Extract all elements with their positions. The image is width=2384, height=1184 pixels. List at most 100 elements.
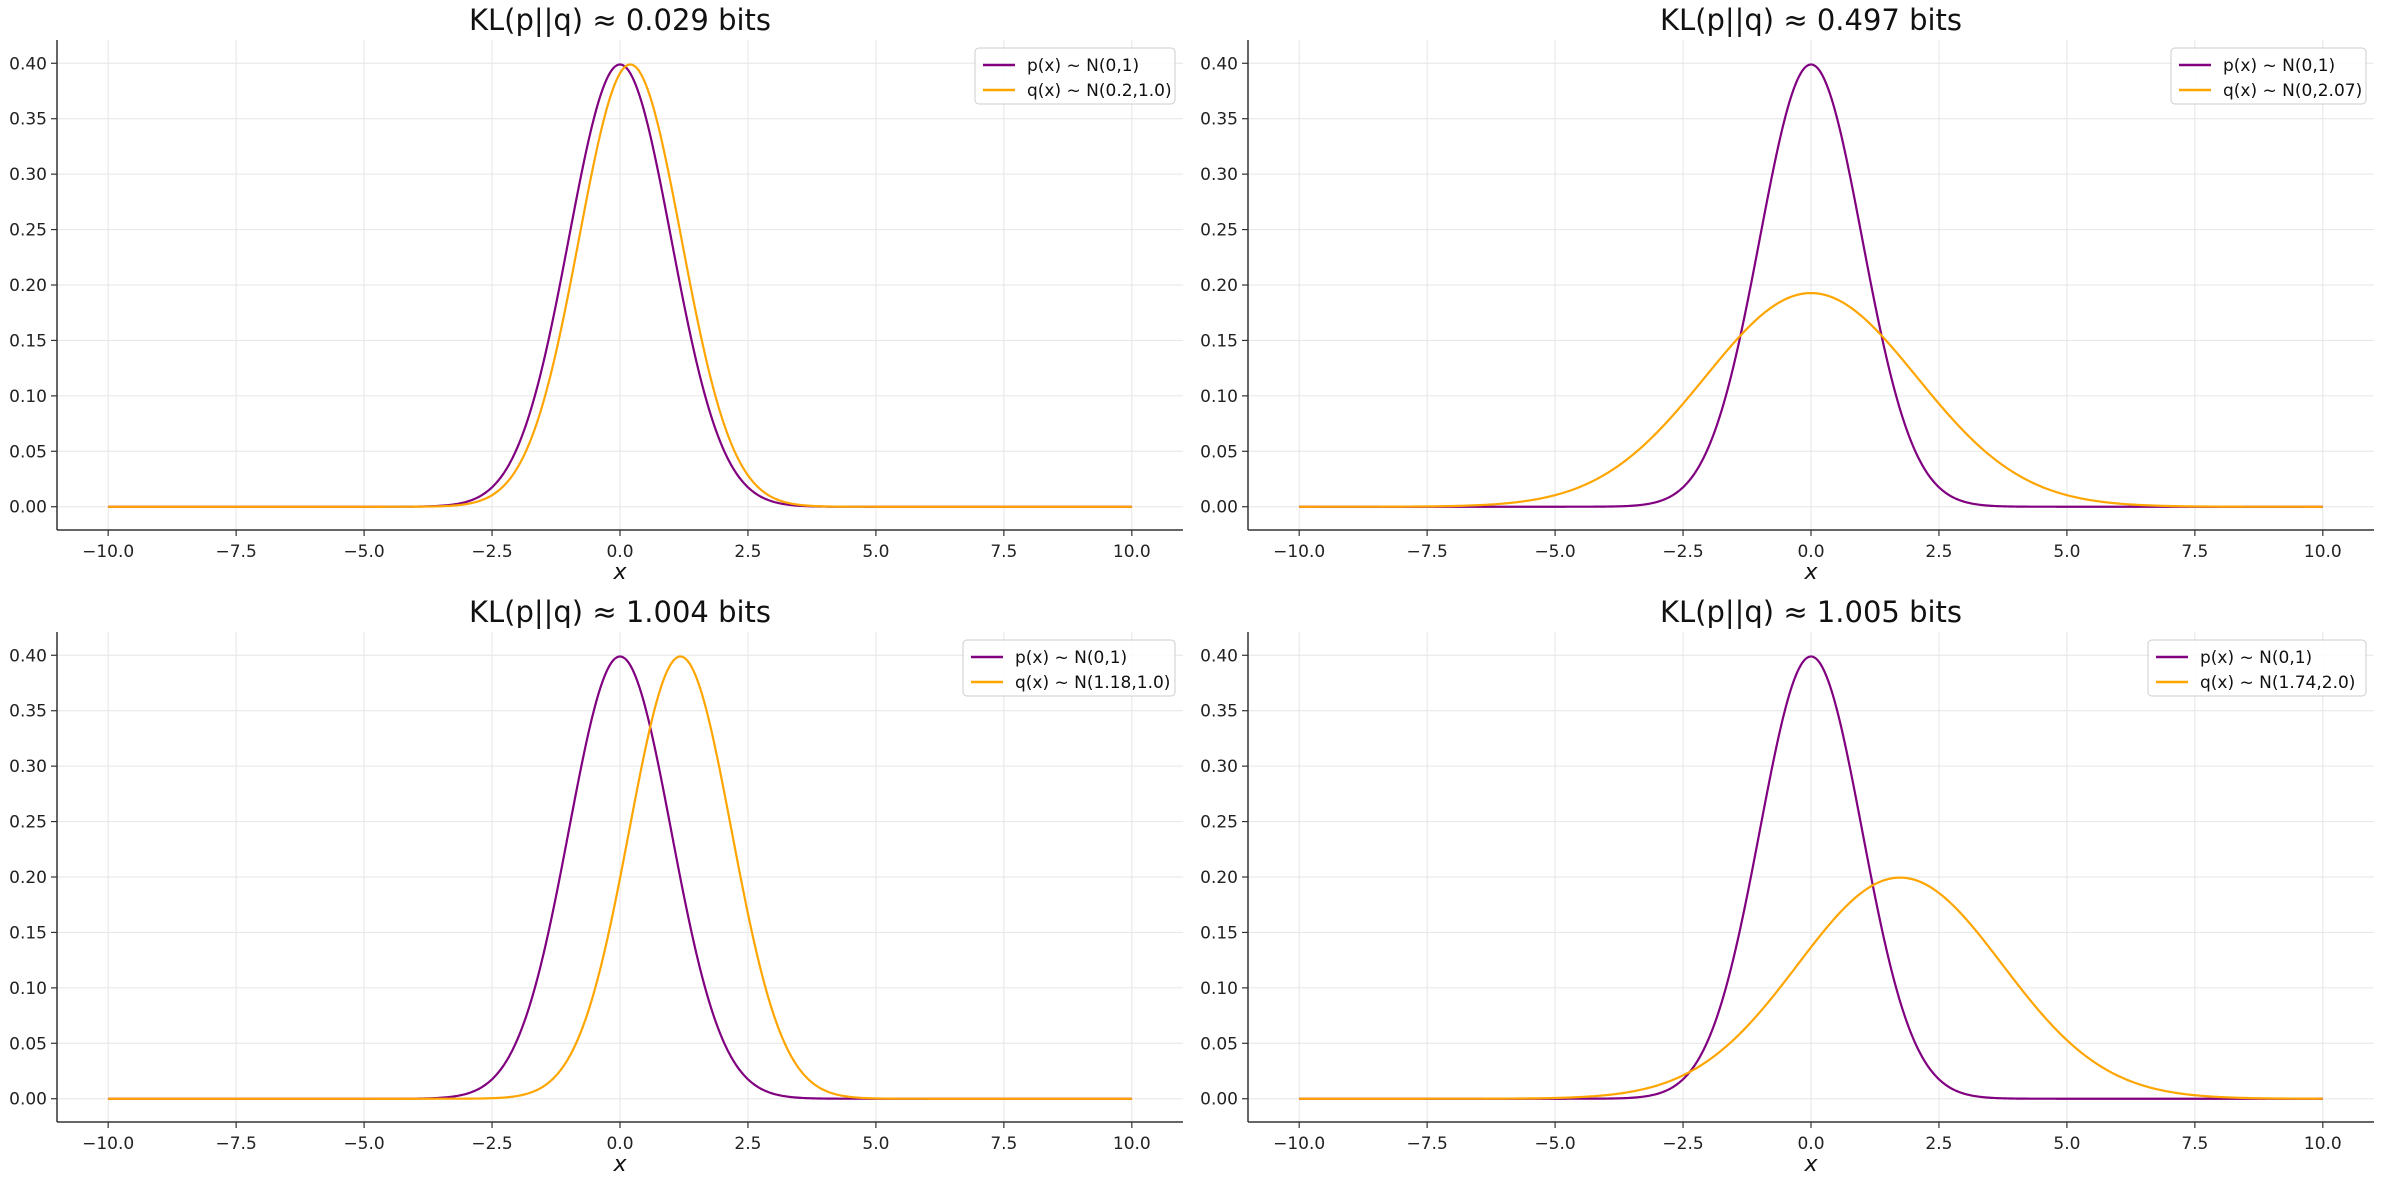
legend-entry: p(x) ~ N(0,1) [2200, 648, 2312, 668]
series-line-q [108, 63, 1132, 508]
y-tick-label: 0.40 [9, 54, 47, 74]
legend-box [962, 639, 1176, 697]
x-tick-label: 5.0 [862, 542, 889, 562]
x-tick-label: 5.0 [2053, 542, 2080, 562]
y-tick-label: 0.40 [9, 646, 47, 666]
panel-2: −10.0 −7.5 −5.0 −2.5 0.0 2.5 5.0 7.5 10.0 0.00 0.0… [1200, 3, 2374, 585]
y-tick-label: 0.15 [1200, 923, 1238, 943]
x-tick-label: 0.0 [606, 542, 633, 562]
y-tick-label: 0.05 [9, 442, 47, 462]
x-tick-label: −7.5 [1406, 542, 1447, 562]
x-tick-label: −7.5 [1406, 1134, 1447, 1154]
y-tick-label: 0.30 [9, 165, 47, 185]
y-tick-label: 0.25 [1200, 221, 1238, 241]
x-tick-label: −10.0 [82, 1134, 134, 1154]
legend-entry: q(x) ~ N(0,2.07) [2223, 81, 2362, 101]
y-tick-label: 0.35 [9, 702, 47, 722]
y-tick-label: 0.25 [9, 813, 47, 833]
y-tick-label: 0.00 [9, 498, 47, 518]
legend-entry: p(x) ~ N(0,1) [1015, 648, 1127, 668]
x-tick-label: −5.0 [1534, 1134, 1575, 1154]
y-tick-label: 0.20 [9, 868, 47, 888]
x-tick-label: 10.0 [2304, 542, 2342, 562]
x-axis-label: x [1803, 1152, 1818, 1177]
y-tick-label: 0.20 [1200, 868, 1238, 888]
y-tick-label: 0.15 [1200, 331, 1238, 351]
x-tick-label: 7.5 [2181, 542, 2208, 562]
x-tick-label: 5.0 [862, 1134, 889, 1154]
legend-box [974, 47, 1176, 105]
x-tick-label: −10.0 [82, 542, 134, 562]
y-tick-label: 0.25 [9, 221, 47, 241]
legend: p(x) ~ N(0,1) q(x) ~ N(1.18,1.0) [962, 639, 1176, 697]
legend: p(x) ~ N(0,1) q(x) ~ N(1.74,2.0) [2147, 639, 2367, 697]
series-line-q [1299, 876, 2323, 1100]
x-tick-label: 10.0 [2304, 1134, 2342, 1154]
legend-entry: q(x) ~ N(0.2,1.0) [1027, 81, 1172, 101]
legend-entry: q(x) ~ N(1.74,2.0) [2200, 673, 2355, 693]
x-tick-label: 2.5 [1925, 542, 1952, 562]
panel-3: −10.0 −7.5 −5.0 −2.5 0.0 2.5 5.0 7.5 10.0 0.00 0.0… [9, 595, 1183, 1177]
y-tick-label: 0.35 [9, 110, 47, 130]
y-tick-label: 0.10 [9, 387, 47, 407]
x-tick-label: −10.0 [1273, 542, 1325, 562]
x-tick-label: 0.0 [1797, 1134, 1824, 1154]
x-tick-label: 2.5 [734, 542, 761, 562]
panel-4: −10.0 −7.5 −5.0 −2.5 0.0 2.5 5.0 7.5 10.0 0.00 0.0… [1200, 595, 2374, 1177]
x-axis-label: x [612, 560, 627, 585]
x-tick-label: −7.5 [215, 1134, 256, 1154]
x-tick-label: 10.0 [1113, 1134, 1151, 1154]
x-tick-label: 2.5 [1925, 1134, 1952, 1154]
x-tick-label: 0.0 [1797, 542, 1824, 562]
y-tick-label: 0.15 [9, 331, 47, 351]
y-tick-label: 0.20 [1200, 276, 1238, 296]
x-tick-label: −7.5 [215, 542, 256, 562]
legend: p(x) ~ N(0,1) q(x) ~ N(0.2,1.0) [974, 47, 1176, 105]
x-tick-label: −2.5 [1662, 542, 1703, 562]
x-tick-label: 0.0 [606, 1134, 633, 1154]
y-tick-label: 0.40 [1200, 54, 1238, 74]
x-tick-label: −2.5 [1662, 1134, 1703, 1154]
x-tick-label: 7.5 [990, 1134, 1017, 1154]
x-tick-label: −5.0 [343, 542, 384, 562]
y-tick-label: 0.05 [1200, 1034, 1238, 1054]
y-tick-label: 0.10 [9, 979, 47, 999]
y-tick-label: 0.35 [1200, 110, 1238, 130]
chart-title: KL(p||q) ≈ 1.005 bits [1660, 595, 1962, 629]
x-tick-label: −5.0 [1534, 542, 1575, 562]
y-tick-label: 0.30 [1200, 165, 1238, 185]
x-tick-label: 7.5 [2181, 1134, 2208, 1154]
legend-entry: p(x) ~ N(0,1) [1027, 56, 1139, 76]
y-tick-label: 0.30 [1200, 757, 1238, 777]
x-tick-label: 2.5 [734, 1134, 761, 1154]
series-line-p [1299, 63, 2323, 508]
y-tick-label: 0.00 [1200, 1090, 1238, 1110]
y-tick-label: 0.40 [1200, 646, 1238, 666]
y-tick-label: 0.30 [9, 757, 47, 777]
x-tick-label: −2.5 [471, 1134, 512, 1154]
series-line-q [1299, 291, 2323, 508]
y-tick-label: 0.20 [9, 276, 47, 296]
x-tick-label: −5.0 [343, 1134, 384, 1154]
chart-title: KL(p||q) ≈ 1.004 bits [469, 595, 771, 629]
legend: p(x) ~ N(0,1) q(x) ~ N(0,2.07) [2170, 47, 2367, 105]
x-tick-label: 10.0 [1113, 542, 1151, 562]
series-line-q [108, 655, 1132, 1100]
x-axis-label: x [612, 1152, 627, 1177]
x-axis-label: x [1803, 560, 1818, 585]
legend-box [2147, 639, 2367, 697]
chart-title: KL(p||q) ≈ 0.497 bits [1660, 3, 1962, 37]
legend-entry: p(x) ~ N(0,1) [2223, 56, 2335, 76]
y-tick-label: 0.00 [1200, 498, 1238, 518]
legend-box [2170, 47, 2367, 105]
x-tick-label: −10.0 [1273, 1134, 1325, 1154]
x-tick-label: 7.5 [990, 542, 1017, 562]
y-tick-label: 0.00 [9, 1090, 47, 1110]
x-tick-label: 5.0 [2053, 1134, 2080, 1154]
y-tick-label: 0.15 [9, 923, 47, 943]
x-tick-label: −2.5 [471, 542, 512, 562]
y-tick-label: 0.10 [1200, 387, 1238, 407]
panel-1: −10.0 −7.5 −5.0 −2.5 0.0 2.5 5.0 7.5 10.0 0.00 0.0… [9, 3, 1183, 585]
legend-entry: q(x) ~ N(1.18,1.0) [1015, 673, 1170, 693]
